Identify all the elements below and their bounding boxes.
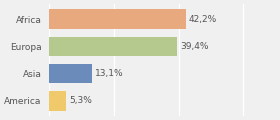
Bar	[49, 9, 186, 29]
Text: 39,4%: 39,4%	[180, 42, 209, 51]
Bar	[49, 37, 177, 56]
Text: 13,1%: 13,1%	[95, 69, 123, 78]
Text: 5,3%: 5,3%	[69, 96, 92, 105]
Text: 42,2%: 42,2%	[189, 15, 217, 24]
Bar	[49, 91, 66, 111]
Bar	[49, 64, 92, 83]
